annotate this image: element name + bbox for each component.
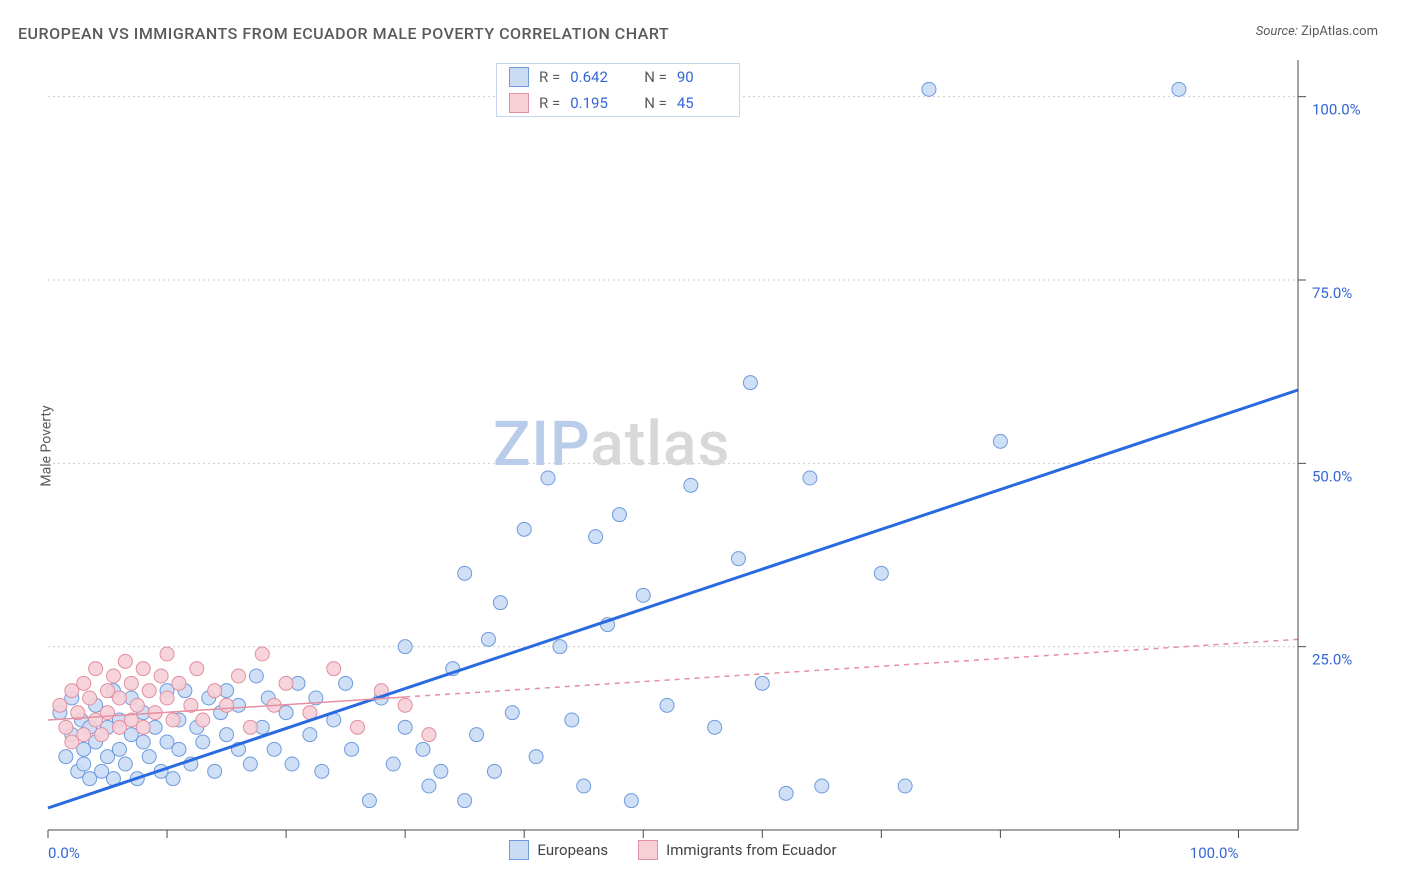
source-value: ZipAtlas.com	[1301, 24, 1378, 39]
correlation-row-1: R = 0.195 N = 45	[497, 90, 739, 116]
r-value-1: 0.195	[570, 94, 620, 112]
series-swatch-1	[638, 840, 658, 860]
legend-swatch-0	[509, 67, 529, 87]
r-label: R =	[539, 68, 560, 86]
n-value-0: 90	[677, 68, 727, 86]
series-legend: Europeans Immigrants from Ecuador	[48, 840, 1298, 860]
y-tick-label: 50.0%	[1312, 467, 1352, 485]
chart-source: Source: ZipAtlas.com	[1256, 24, 1378, 39]
n-label: N =	[644, 94, 667, 112]
chart-container: EUROPEAN VS IMMIGRANTS FROM ECUADOR MALE…	[0, 0, 1406, 892]
series-label-1: Immigrants from Ecuador	[666, 841, 836, 859]
r-label: R =	[539, 94, 560, 112]
correlation-row-0: R = 0.642 N = 90	[497, 64, 739, 90]
n-label: N =	[644, 68, 667, 86]
series-legend-item-1: Immigrants from Ecuador	[638, 840, 836, 860]
source-label: Source:	[1256, 24, 1298, 39]
n-value-1: 45	[677, 94, 727, 112]
y-tick-label: 75.0%	[1312, 284, 1352, 302]
series-legend-item-0: Europeans	[509, 840, 608, 860]
correlation-legend: R = 0.642 N = 90 R = 0.195 N = 45	[496, 63, 740, 117]
r-value-0: 0.642	[570, 68, 620, 86]
legend-swatch-1	[509, 93, 529, 113]
y-tick-label: 25.0%	[1312, 651, 1352, 669]
plot-area: 0.0%100.0%25.0%50.0%75.0%100.0% ZIPatlas…	[48, 60, 1298, 830]
series-swatch-0	[509, 840, 529, 860]
chart-title: EUROPEAN VS IMMIGRANTS FROM ECUADOR MALE…	[18, 24, 669, 43]
y-tick-label: 100.0%	[1312, 101, 1361, 119]
series-label-0: Europeans	[537, 841, 608, 859]
scatter-plot: 0.0%100.0%25.0%50.0%75.0%100.0%	[48, 60, 1298, 830]
